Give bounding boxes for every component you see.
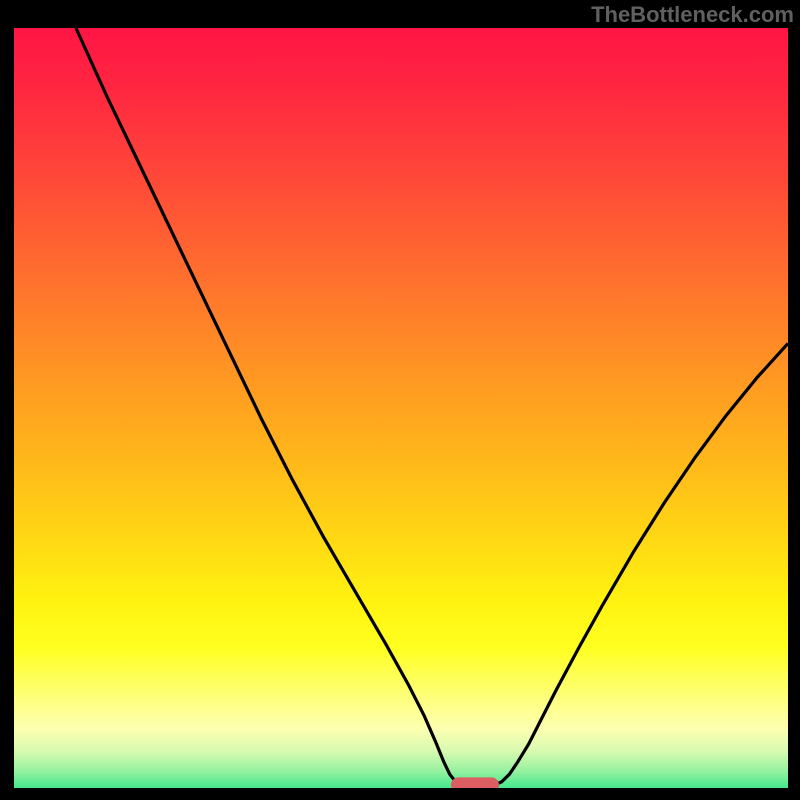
optimal-marker [451, 777, 499, 788]
plot-area [14, 28, 788, 788]
chart-container: TheBottleneck.com [0, 0, 800, 800]
bottleneck-curve [14, 28, 788, 788]
watermark-text: TheBottleneck.com [591, 2, 794, 28]
